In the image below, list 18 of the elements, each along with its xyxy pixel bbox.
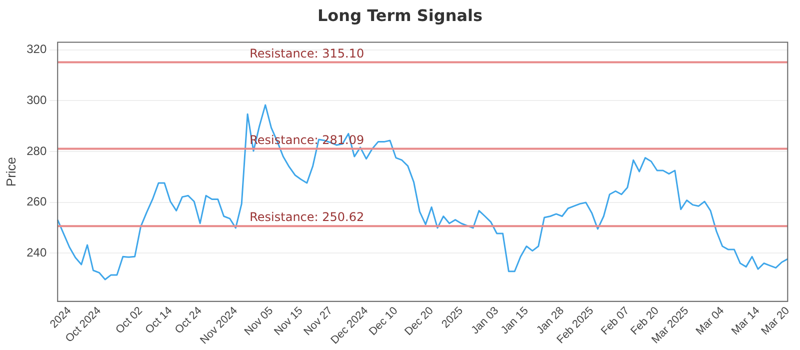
x-tick-label: Dec 20 [402,304,436,338]
y-tick-label: 240 [26,245,47,260]
x-tick-label: Oct 02 [114,304,145,336]
ref-line-label: Resistance: 250.62 [250,210,364,224]
y-tick-label: 280 [26,144,47,158]
y-axis-title: Price [3,156,18,187]
x-tick-label: Jan 15 [498,304,531,337]
x-tick-label: Feb 07 [598,304,632,338]
x-tick-label: Jan 03 [469,304,502,337]
x-tick-label: Mar 04 [694,304,727,338]
x-tick-label: Oct 14 [143,304,175,336]
ref-line-label: Resistance: 315.10 [250,46,364,60]
x-tick-label: Dec 10 [367,304,400,338]
chart-title: Long Term Signals [316,5,484,27]
y-tick-label: 300 [26,92,47,107]
y-tick-label: 320 [26,42,47,56]
x-tick-label: Oct 24 [172,304,204,336]
y-tick-label: 260 [26,194,47,209]
